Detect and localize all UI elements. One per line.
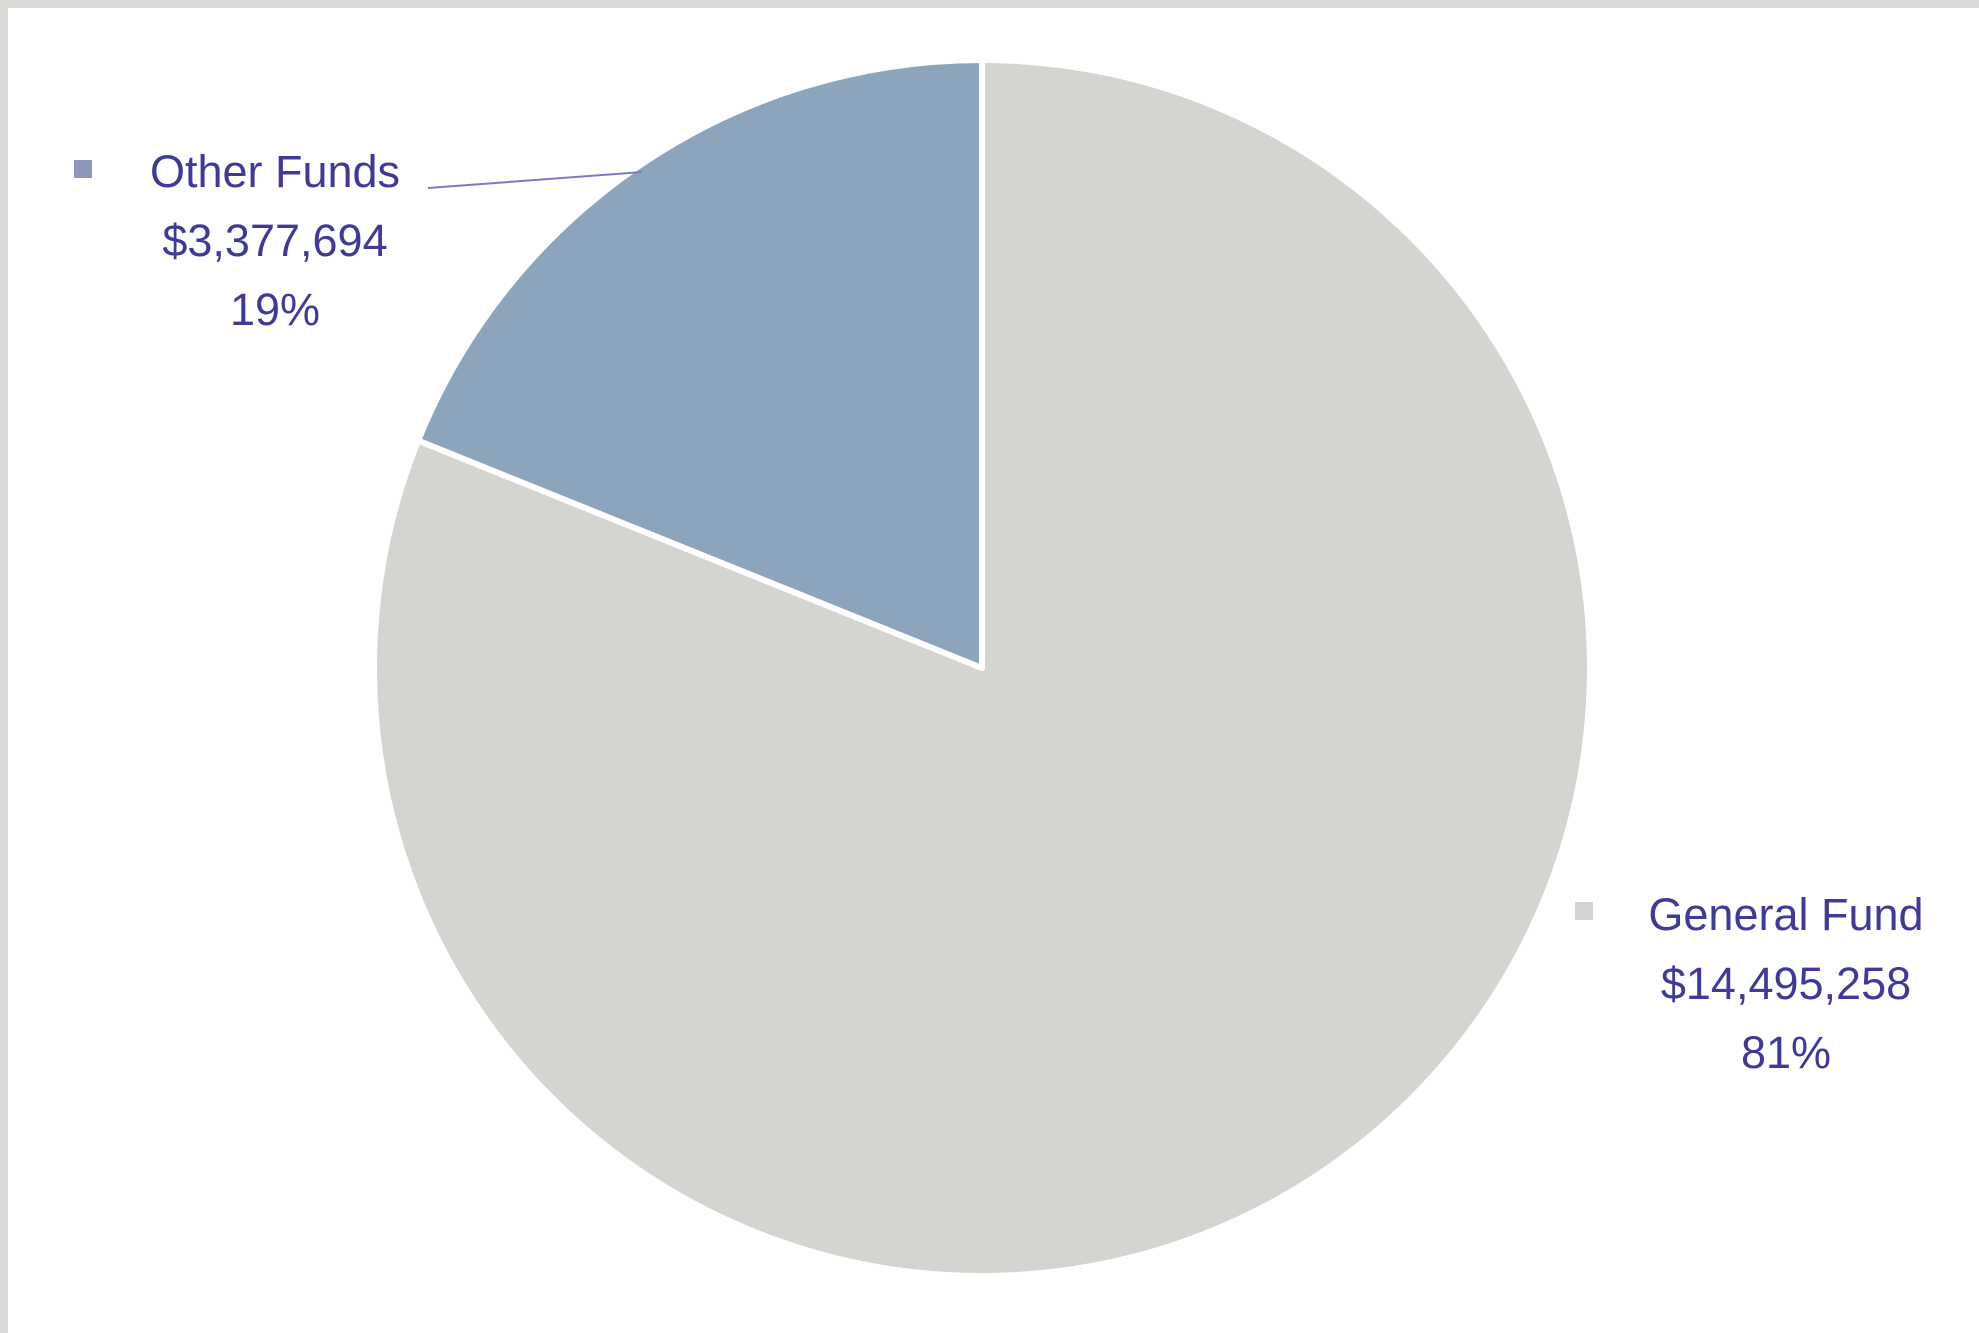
pie-chart: Other Funds $3,377,694 19% General Fund … xyxy=(74,57,1924,1279)
other-funds-data-label: Other Funds $3,377,694 19% xyxy=(74,146,400,335)
pie-slice-other-funds xyxy=(415,57,985,671)
other-funds-leader-line xyxy=(427,171,643,189)
chart-frame: Other Funds $3,377,694 19% General Fund … xyxy=(8,8,1979,1333)
general-fund-legend-key xyxy=(1575,902,1593,920)
other-funds-name: Other Funds xyxy=(150,146,400,197)
general-fund-name: General Fund xyxy=(1648,889,1923,940)
general-fund-value: $14,495,258 xyxy=(1661,958,1911,1009)
pie-slices xyxy=(371,57,1593,1279)
general-fund-percent: 81% xyxy=(1741,1027,1831,1078)
other-funds-legend-key xyxy=(74,160,92,178)
general-fund-data-label: General Fund $14,495,258 81% xyxy=(1575,889,1924,1078)
other-funds-value: $3,377,694 xyxy=(162,215,387,266)
other-funds-percent: 19% xyxy=(230,284,320,335)
